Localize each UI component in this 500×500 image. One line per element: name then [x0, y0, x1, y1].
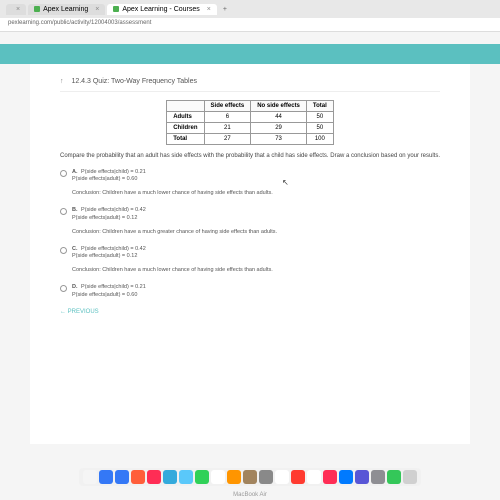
tab-title: Apex Learning - Courses [122, 6, 199, 13]
macos-dock [79, 468, 421, 486]
dock-app-icon[interactable] [243, 470, 257, 484]
dock-app-icon[interactable] [195, 470, 209, 484]
table-row: Adults 6 44 50 [167, 112, 334, 123]
table-header: Side effects [204, 101, 251, 112]
dock-app-icon[interactable] [163, 470, 177, 484]
new-tab-button[interactable]: + [223, 6, 227, 13]
table-row: Children 21 29 50 [167, 123, 334, 134]
dock-app-icon[interactable] [99, 470, 113, 484]
address-bar[interactable]: pexlearning.com/public/activity/12004003… [0, 18, 500, 32]
radio-icon[interactable] [60, 285, 67, 292]
dock-app-icon[interactable] [83, 470, 97, 484]
radio-icon[interactable] [60, 208, 67, 215]
quiz-content: 12.4.3 Quiz: Two-Way Frequency Tables Si… [30, 64, 470, 444]
tab-favicon-icon [34, 6, 40, 12]
answer-option[interactable]: D. P(side effects|child) = 0.21 P(side e… [60, 284, 440, 298]
cursor-icon: ↖ [282, 178, 289, 187]
dock-app-icon[interactable] [355, 470, 369, 484]
quiz-header-bar [0, 44, 500, 64]
url-text: pexlearning.com/public/activity/12004003… [8, 20, 151, 26]
tab-close-icon[interactable]: × [207, 6, 211, 13]
answer-option[interactable]: B. P(side effects|child) = 0.42 P(side e… [60, 207, 440, 236]
frequency-table: Side effects No side effects Total Adult… [166, 100, 334, 145]
radio-icon[interactable] [60, 170, 67, 177]
browser-tab-active[interactable]: Apex Learning - Courses × [107, 4, 217, 15]
answer-options: A. P(side effects|child) = 0.21 P(side e… [60, 169, 440, 299]
dock-app-icon[interactable] [371, 470, 385, 484]
dock-app-icon[interactable] [323, 470, 337, 484]
dock-app-icon[interactable] [227, 470, 241, 484]
dock-app-icon[interactable] [403, 470, 417, 484]
dock-app-icon[interactable] [147, 470, 161, 484]
dock-app-icon[interactable] [259, 470, 273, 484]
browser-tabs: × Apex Learning × Apex Learning - Course… [0, 0, 500, 18]
dock-app-icon[interactable] [211, 470, 225, 484]
dock-app-icon[interactable] [291, 470, 305, 484]
tab-title: Apex Learning [43, 6, 88, 13]
table-header [167, 101, 204, 112]
table-header-row: Side effects No side effects Total [167, 101, 334, 112]
tab-close-icon[interactable]: × [95, 6, 99, 13]
question-text: Compare the probability that an adult ha… [60, 153, 440, 161]
device-label: MacBook Air [233, 492, 267, 498]
dock-app-icon[interactable] [387, 470, 401, 484]
dock-app-icon[interactable] [307, 470, 321, 484]
radio-icon[interactable] [60, 247, 67, 254]
table-header: Total [306, 101, 333, 112]
dock-app-icon[interactable] [339, 470, 353, 484]
browser-tab[interactable]: Apex Learning × [28, 4, 105, 15]
table-header: No side effects [251, 101, 307, 112]
dock-app-icon[interactable] [131, 470, 145, 484]
previous-link[interactable]: ← PREVIOUS [60, 309, 440, 315]
dock-app-icon[interactable] [179, 470, 193, 484]
browser-tab[interactable]: × [6, 4, 26, 15]
tab-favicon-icon [113, 6, 119, 12]
quiz-breadcrumb[interactable]: 12.4.3 Quiz: Two-Way Frequency Tables [60, 72, 440, 92]
dock-app-icon[interactable] [275, 470, 289, 484]
tab-close-icon[interactable]: × [16, 6, 20, 13]
dock-app-icon[interactable] [115, 470, 129, 484]
answer-option[interactable]: A. P(side effects|child) = 0.21 P(side e… [60, 169, 440, 198]
table-row: Total 27 73 100 [167, 134, 334, 145]
answer-option[interactable]: C. P(side effects|child) = 0.42 P(side e… [60, 246, 440, 275]
